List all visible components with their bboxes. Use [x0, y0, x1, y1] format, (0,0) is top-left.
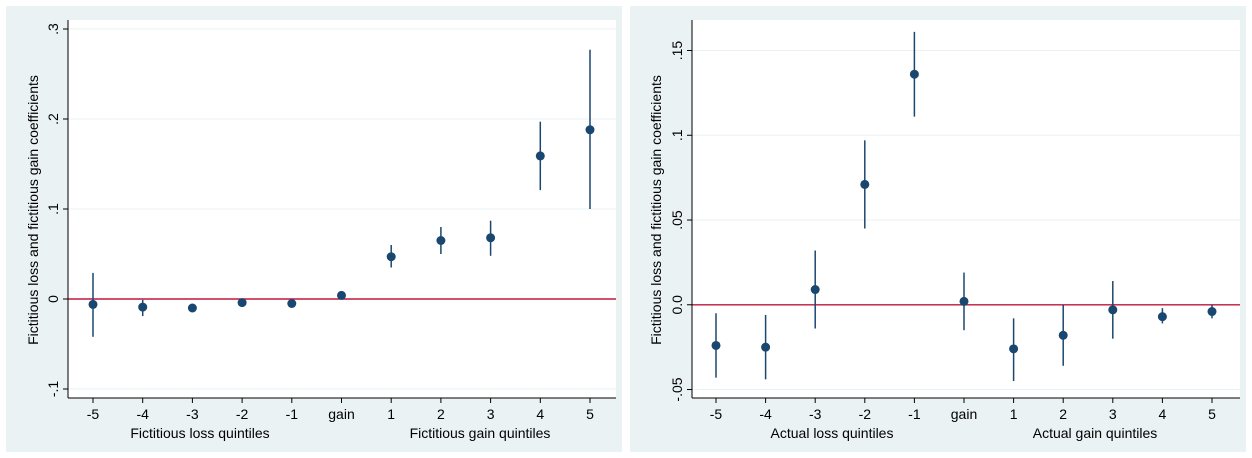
right-x-tick-label: 5: [1208, 406, 1216, 422]
right-y-tick-label: 0.0: [669, 295, 685, 315]
right-point-estimate: [761, 342, 771, 352]
right-x-tick-label: 2: [1059, 406, 1067, 422]
left-y-tick-label: -.1: [45, 381, 61, 398]
right-plot-area: [692, 20, 1240, 398]
right-x-axis-title-gain: Actual gain quintiles: [1033, 425, 1158, 441]
right-x-tick-label: 3: [1109, 406, 1117, 422]
right-y-tick-label: .1: [669, 129, 685, 141]
right-point-estimate: [860, 179, 870, 189]
right-y-axis-title: Fictitious loss and fictitious gain coef…: [648, 75, 664, 345]
left-y-tick-label: 0: [45, 295, 61, 303]
right-x-tick-label: gain: [951, 406, 977, 422]
left-y-tick-label: .1: [45, 203, 61, 215]
right-x-tick-label: -5: [710, 406, 723, 422]
right-x-tick-label: -2: [859, 406, 872, 422]
right-y-tick-label: -.05: [669, 377, 685, 401]
right-point-estimate: [909, 69, 919, 79]
left-x-tick-label: -4: [136, 406, 149, 422]
left-point-estimate: [187, 303, 197, 313]
left-x-tick-label: gain: [328, 406, 354, 422]
right-x-tick-label: 1: [1010, 406, 1018, 422]
left-point-estimate: [237, 298, 247, 308]
right-y-tick-label: .05: [669, 210, 685, 230]
left-point-estimate: [337, 290, 346, 300]
right-point-estimate: [1207, 307, 1217, 317]
left-y-tick-label: .3: [45, 23, 61, 35]
left-point-estimate: [138, 302, 148, 312]
right-panel: -.05 0.0 .05 .1 .15 -5 -4 -3 -2 -1 gain 1 2 3 4 5 Ficti…: [630, 6, 1246, 452]
right-point-estimate: [959, 296, 969, 306]
right-point-estimate: [711, 340, 721, 350]
left-x-tick-label: 3: [487, 406, 495, 422]
left-point-estimate: [436, 236, 446, 245]
left-panel: -.1 0 .1 .2 .3 -5 -4 -3 -2 -1 gain 1 2 3 4 5 Fictitious…: [6, 6, 622, 452]
left-point-estimate: [535, 151, 545, 161]
left-point-estimate: [386, 252, 396, 262]
right-x-tick-label: -3: [809, 406, 822, 422]
left-x-tick-label: 1: [387, 406, 395, 422]
left-x-tick-label: 2: [437, 406, 445, 422]
right-point-estimate: [1157, 312, 1167, 322]
right-marks: [711, 31, 1217, 382]
right-x-axis-title-loss: Actual loss quintiles: [771, 425, 894, 441]
right-point-estimate: [810, 285, 820, 295]
right-y-tick-label: .15: [669, 41, 685, 61]
left-axes: -.1 0 .1 .2 .3 -5 -4 -3 -2 -1 gain 1 2 3 4 5: [45, 20, 616, 422]
left-x-tick-label: -1: [286, 406, 299, 422]
left-x-tick-label: -5: [87, 406, 100, 422]
right-point-estimate: [1108, 305, 1118, 315]
right-x-tick-label: -1: [908, 406, 921, 422]
left-y-tick-label: .2: [45, 113, 61, 125]
left-point-estimate: [88, 299, 98, 309]
left-point-estimate: [486, 233, 496, 243]
left-point-estimate: [585, 125, 595, 135]
left-marks: [88, 49, 595, 337]
left-x-tick-label: -2: [236, 406, 249, 422]
right-x-tick-label: 4: [1159, 406, 1167, 422]
left-x-tick-label: -3: [186, 406, 199, 422]
right-axes: -.05 0.0 .05 .1 .15 -5 -4 -3 -2 -1 gain 1 2 3 4 5: [669, 20, 1240, 422]
left-x-tick-label: 4: [536, 406, 544, 422]
left-x-axis-title-loss: Fictitious loss quintiles: [130, 425, 269, 441]
left-point-estimate: [287, 299, 297, 308]
right-point-estimate: [1009, 344, 1019, 354]
left-x-tick-label: 5: [586, 406, 594, 422]
left-x-axis-title-gain: Fictitious gain quintiles: [410, 425, 551, 441]
right-x-tick-label: -4: [759, 406, 772, 422]
right-point-estimate: [1058, 330, 1068, 340]
left-y-axis-title: Fictitious loss and fictitious gain coef…: [25, 75, 41, 345]
